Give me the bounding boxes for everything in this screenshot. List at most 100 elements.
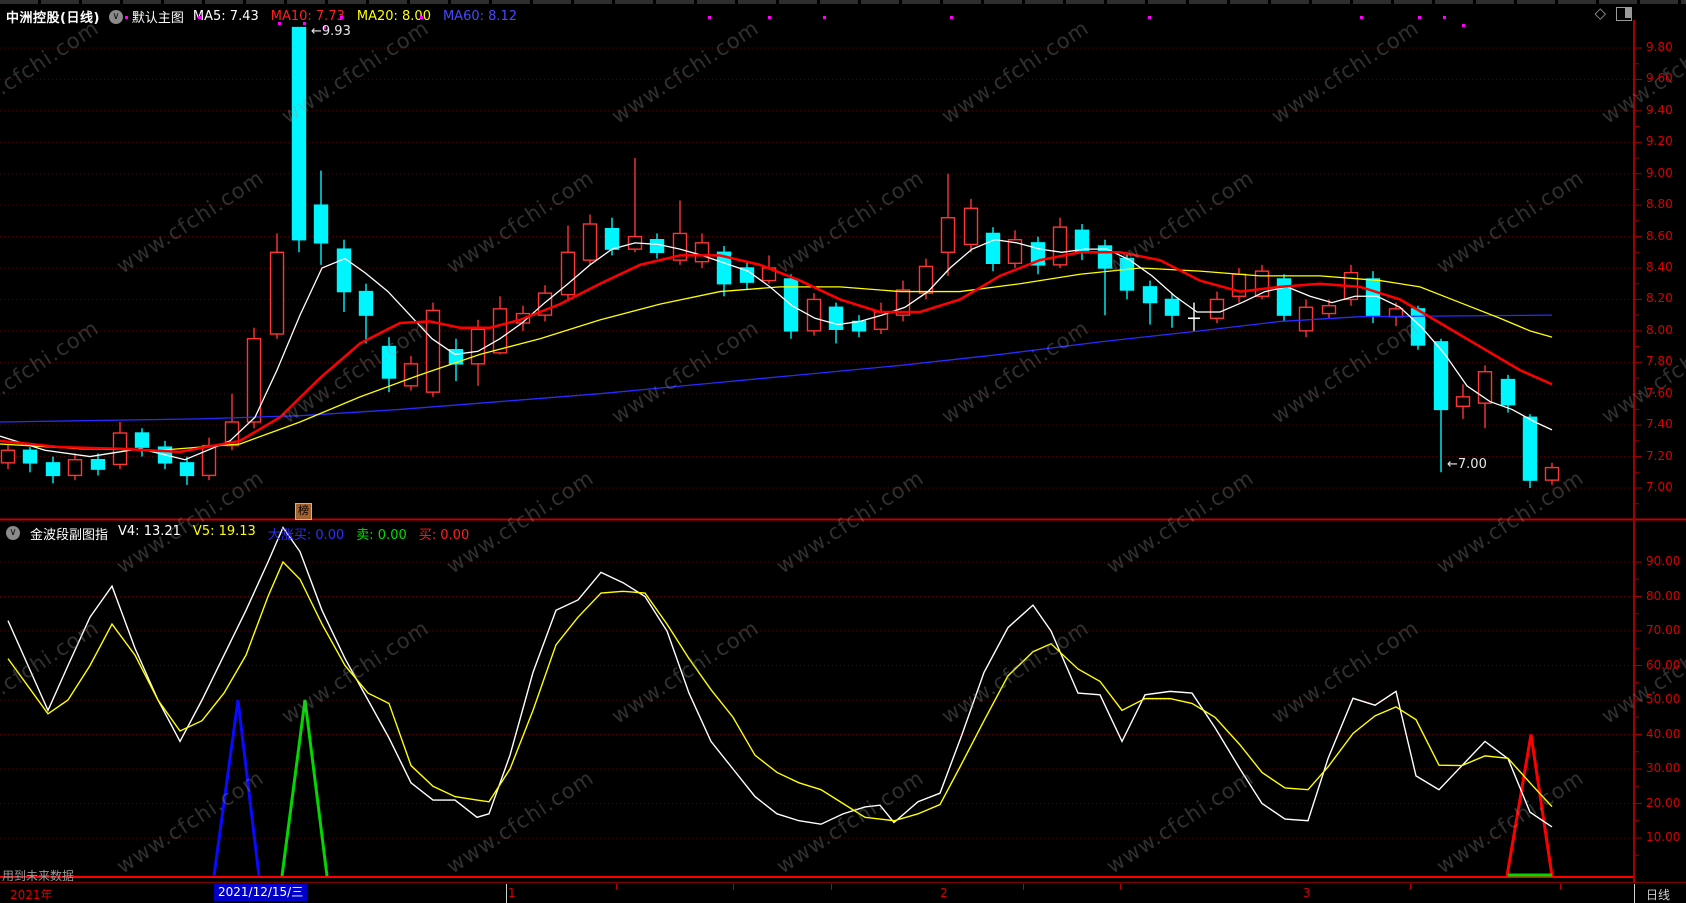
period-label[interactable]: 日线 [1646,888,1671,902]
up-candle [269,233,285,339]
up-candle [582,214,598,265]
price-axis-label: 8.60 [1646,228,1673,243]
down-candle [985,227,1001,272]
up-candle [1007,230,1023,268]
signal-dot [1462,24,1465,27]
signal-dot [323,26,326,29]
indicator-legend-item: V5: 19.13 [192,523,256,539]
sub-chart-title-bar: ∨ 金波段副图指 V4: 13.21 V5: 19.13 大涨买: 0.00 卖: 0… [6,524,469,543]
down-candle [1074,223,1090,261]
year-label: 2021年 [10,888,53,902]
up-candle [0,443,16,470]
indicator-legend-item: V4: 13.21 [118,523,181,539]
signal-dot [278,22,281,25]
up-candle [246,327,262,429]
v5-line [7,560,1553,822]
indicator-axis-label: 50.00 [1646,692,1681,706]
up-candle [1209,291,1225,323]
down-candle [381,337,397,393]
signal-dot [303,22,306,25]
price-axis-label: 7.00 [1646,479,1673,494]
signal-dot [823,16,826,19]
down-candle [90,453,106,476]
ma-legend-item: MA60: 8.12 [442,9,518,24]
up-candle [67,453,83,481]
timeline-bar[interactable]: 2021年 2021/12/15/三 1 2 3 日线 [0,884,1686,903]
up-candle [963,198,979,253]
layout-selector[interactable]: 默认主图 [131,11,184,26]
selected-date-chip[interactable]: 2021/12/15/三 [214,884,308,901]
blue-spike [212,699,261,877]
top-strip [0,0,1686,4]
down-candle [1142,280,1158,325]
red-spike [1505,734,1554,877]
ma10-line [0,251,1553,454]
price-axis-label: 7.60 [1646,385,1673,400]
split-window-icon[interactable] [1616,6,1632,21]
down-candle [1030,236,1046,275]
doji-candle [1188,302,1200,331]
diamond-icon[interactable]: ◇ [1594,4,1606,22]
price-axis-label: 9.20 [1646,134,1673,149]
month-tick [1120,884,1121,890]
up-candle [1477,365,1493,429]
green-spike [280,699,329,877]
down-candle [22,447,38,473]
up-candle [224,393,240,451]
down-candle [1410,305,1426,350]
ma-legend-item: MA10: 7.73 [270,9,345,24]
high-price-annotation: ←9.93 [311,24,351,39]
up-candle [560,225,576,300]
down-candle [851,315,867,338]
indicator-legend-item: 买: 0.00 [418,527,470,543]
price-axis-label: 9.00 [1646,165,1673,180]
signal-dot [1418,16,1421,19]
indicator-axis-label: 70.00 [1646,623,1681,637]
up-candle [694,233,710,268]
chevron-down-icon[interactable]: ∨ [6,526,20,540]
month-label[interactable]: 2 [940,886,948,900]
price-axis-label: 8.80 [1646,197,1673,212]
down-candle [45,456,61,484]
signal-dot [950,16,953,19]
down-candle [716,245,732,297]
down-candle [1164,293,1180,328]
signal-dot [1148,16,1151,19]
month-label[interactable]: 1 [508,886,516,900]
ma-legend-item: MA20: 8.00 [356,9,431,24]
indicator-name[interactable]: 金波段副图指 [30,527,109,543]
price-axis-label: 9.60 [1646,71,1673,86]
low-price-annotation: ←7.00 [1447,457,1487,472]
up-candle [201,437,217,481]
rank-badge[interactable]: 榜 [295,503,312,520]
up-candle [1321,299,1337,319]
month-tick [1560,884,1561,890]
price-axis-label: 7.40 [1646,417,1673,432]
v4-line [7,526,1553,828]
indicator-axis-label: 60.00 [1646,657,1681,672]
indicator-legend: V4: 13.21 V5: 19.13 大涨买: 0.00 卖: 0.00 买: 0.0… [118,524,469,543]
up-candle [1052,217,1068,268]
ma-legend: MA5: 7.43 MA10: 7.73 MA20: 8.00 MA60: 8.12 [193,9,517,24]
down-candle [1276,274,1292,322]
up-candle [1254,264,1270,300]
down-candle [448,338,464,382]
month-label[interactable]: 3 [1303,886,1311,900]
up-candle [1544,462,1560,485]
up-candle [627,157,643,253]
indicator-axis-label: 10.00 [1646,830,1681,844]
ma-legend-item: MA5: 7.43 [192,9,259,24]
down-candle [313,170,329,265]
future-data-note: 用到未来数据 [2,869,75,883]
ma60-line [0,314,1553,423]
chevron-down-icon[interactable]: ∨ [108,9,123,24]
ma20-line [0,267,1553,451]
up-candle [425,302,441,397]
up-candle [806,293,822,336]
up-candle [112,421,128,470]
price-axis-label: 7.20 [1646,448,1673,463]
signal-dot [125,16,128,19]
down-candle [336,239,352,312]
